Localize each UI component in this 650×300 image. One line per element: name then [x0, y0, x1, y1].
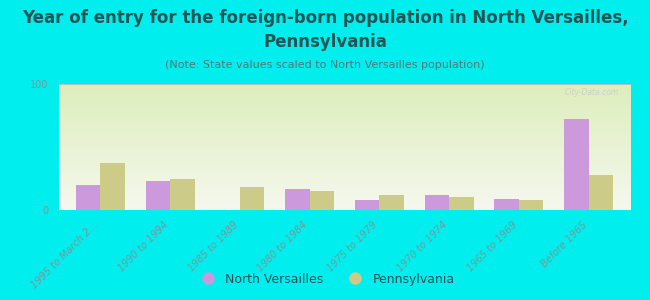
Bar: [76, 185, 100, 210]
Bar: [380, 195, 404, 210]
Bar: [170, 178, 194, 210]
Text: (Note: State values scaled to North Versailles population): (Note: State values scaled to North Vers…: [165, 60, 485, 70]
Bar: [355, 200, 380, 210]
Bar: [449, 197, 474, 210]
Bar: [285, 189, 309, 210]
Bar: [589, 175, 613, 210]
Bar: [240, 187, 265, 210]
Text: Year of entry for the foreign-born population in North Versailles,: Year of entry for the foreign-born popul…: [21, 9, 629, 27]
Text: Pennsylvania: Pennsylvania: [263, 33, 387, 51]
Bar: [495, 199, 519, 210]
Legend: North Versailles, Pennsylvania: North Versailles, Pennsylvania: [190, 268, 460, 291]
Text: City-Data.com: City-Data.com: [565, 88, 619, 97]
Bar: [309, 191, 334, 210]
Bar: [424, 195, 449, 210]
Bar: [146, 181, 170, 210]
Bar: [564, 119, 589, 210]
Bar: [519, 200, 543, 210]
Bar: [100, 164, 125, 210]
